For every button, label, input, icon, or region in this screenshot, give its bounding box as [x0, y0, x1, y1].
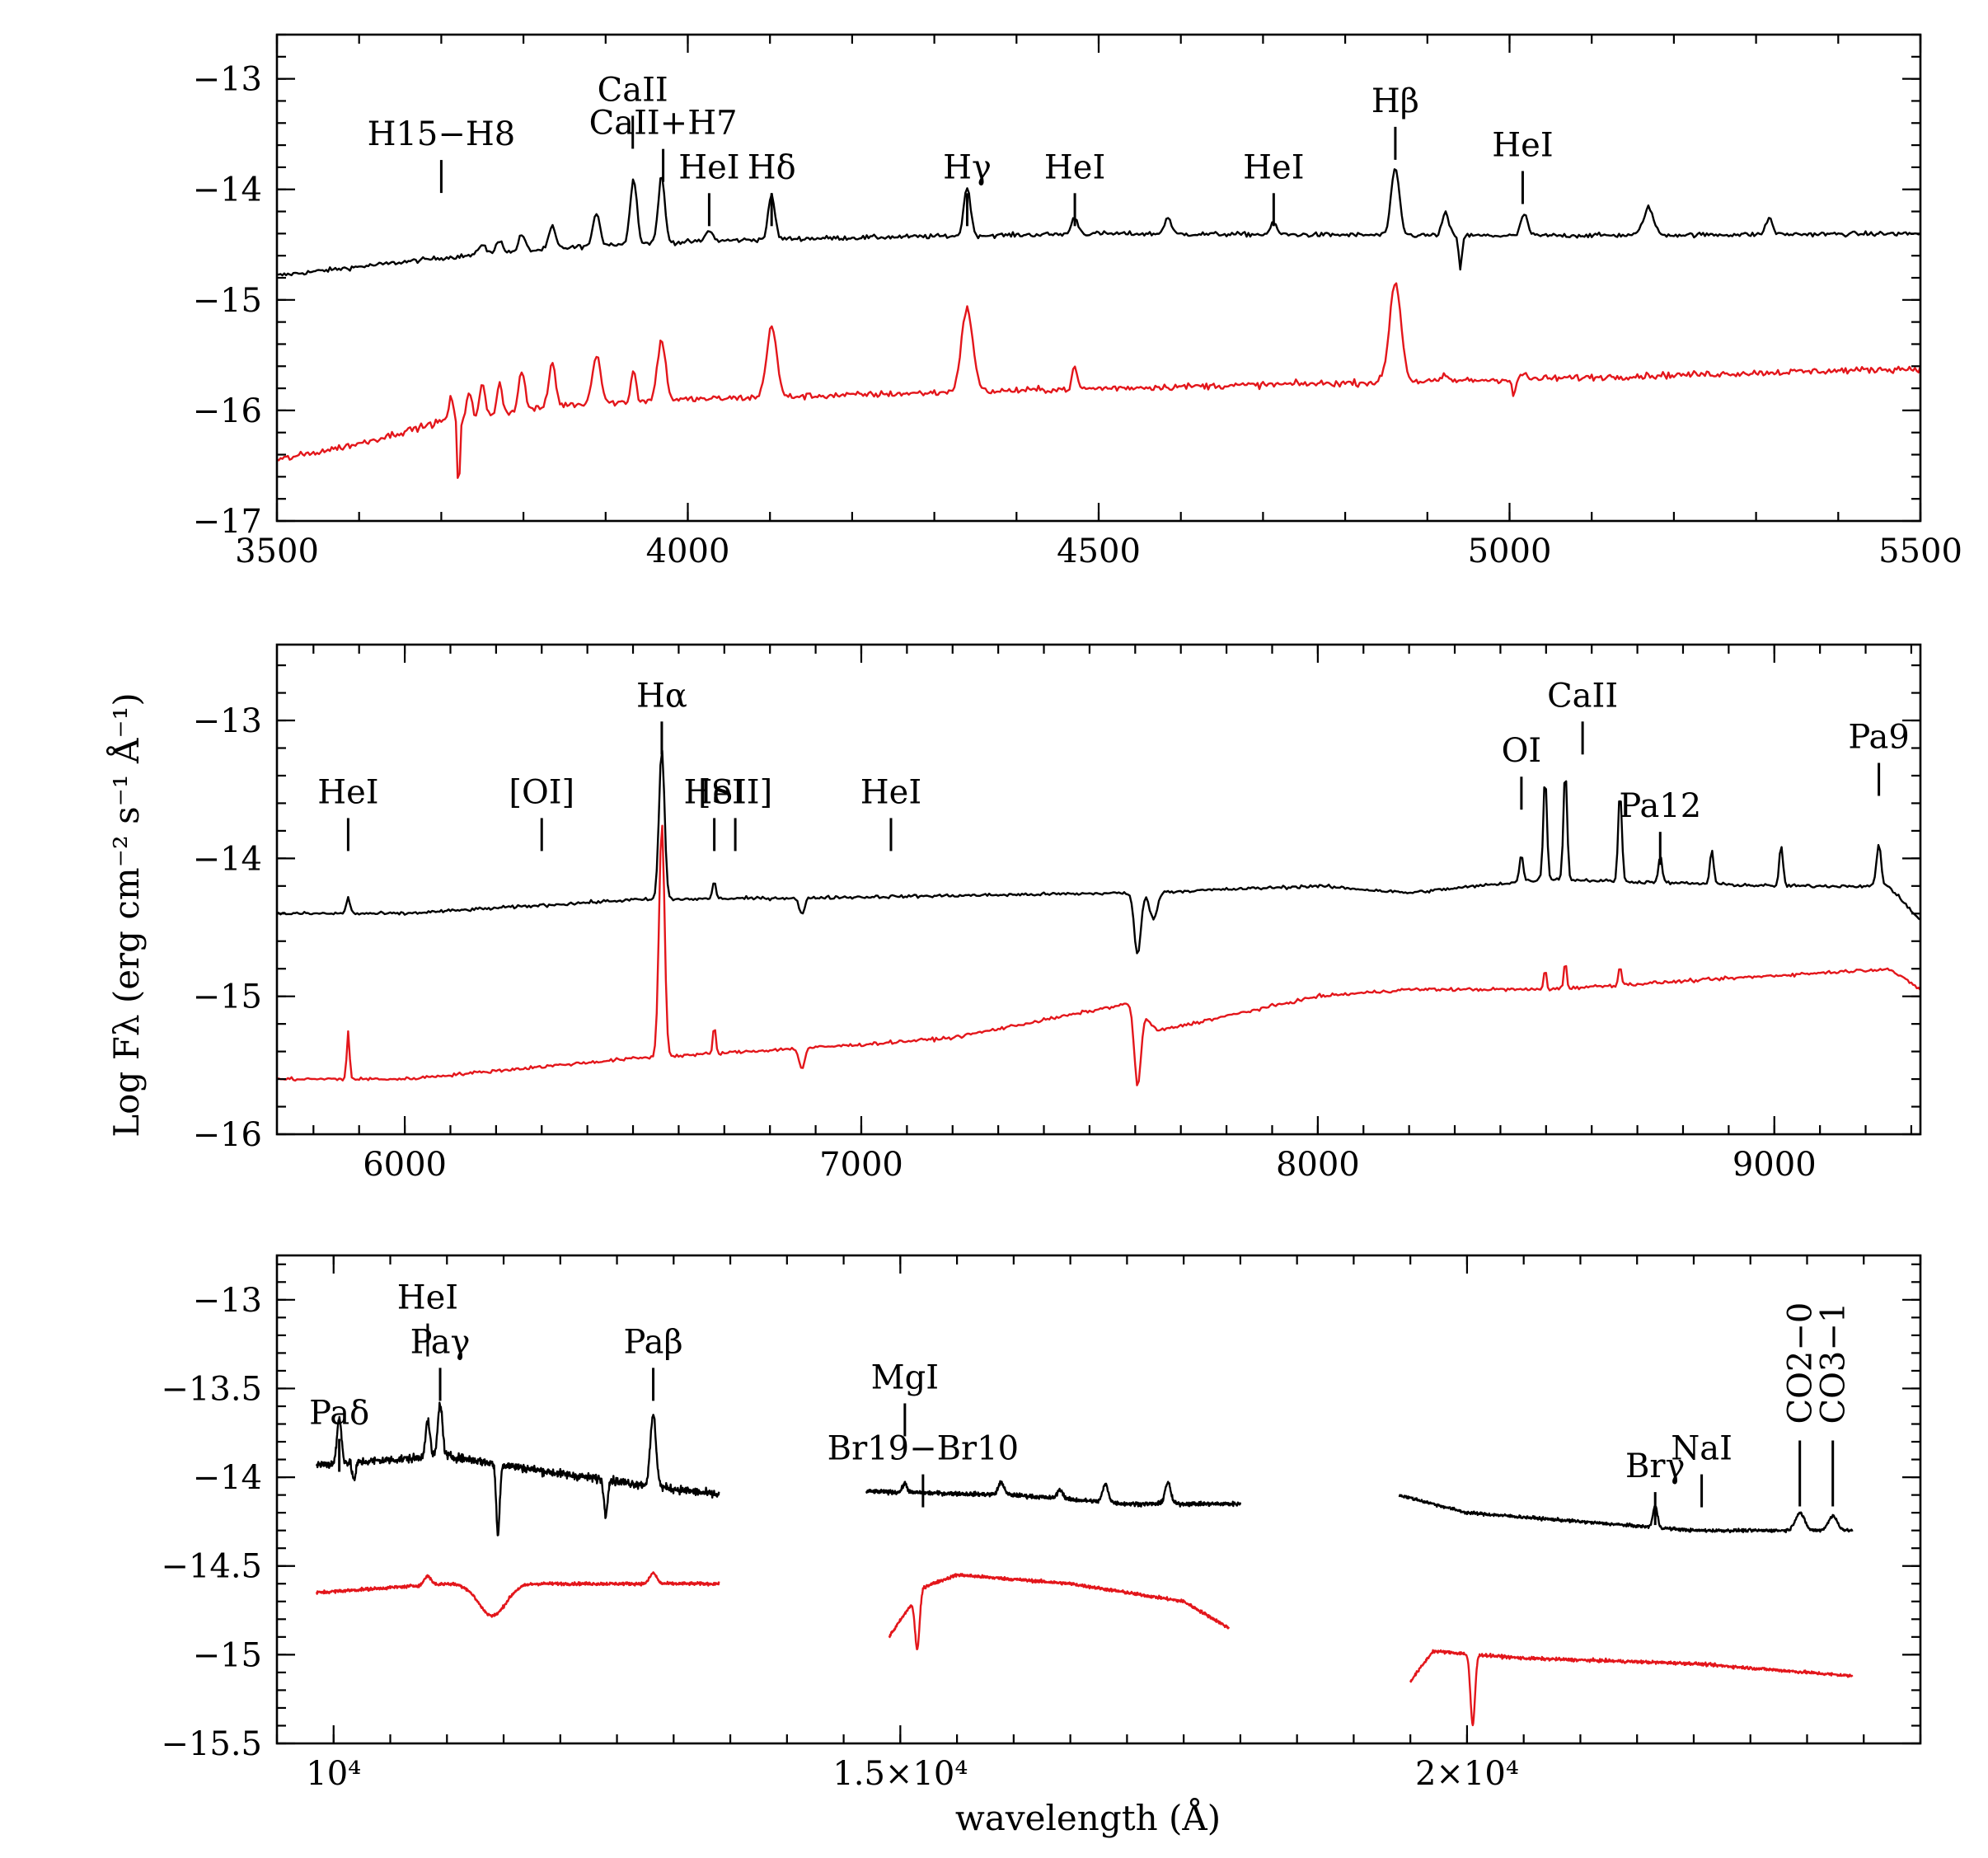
bottom-ytick-label: −14.5: [161, 1548, 262, 1586]
top-line-label: Hγ: [943, 148, 992, 186]
top-axes-frame: [275, 33, 1922, 523]
middle-series-black: [277, 749, 1920, 955]
bottom-ytick-label: −15.5: [161, 1725, 262, 1763]
top-xtick-label: 5500: [1878, 533, 1962, 570]
panel-middle: 6000 7000 8000 9000 −16 −15 −14 −13 HeI [OI] Hα [SI…: [193, 643, 1922, 1184]
middle-line-label: HeI: [683, 773, 744, 811]
middle-xtick-label: 7000: [819, 1146, 903, 1184]
top-line-label: HeI: [1243, 148, 1304, 186]
middle-line-label: OI: [1502, 732, 1542, 770]
top-spectra: [277, 168, 1920, 479]
bottom-line-label: MgI: [871, 1358, 939, 1396]
bottom-line-label: Paγ: [410, 1323, 471, 1361]
top-xtick-label: 3500: [235, 533, 319, 570]
top-line-label: Hβ: [1371, 82, 1419, 120]
bottom-line-label: NaI: [1671, 1430, 1732, 1468]
top-ytick-label: −16: [193, 392, 262, 430]
bottom-line-label: Paδ: [309, 1395, 369, 1433]
top-line-label: HeI: [678, 148, 739, 186]
bottom-spectra: [315, 1401, 1854, 1727]
top-line-label: CaII: [598, 71, 668, 109]
bottom-line-label: CO3−1: [1815, 1302, 1853, 1424]
middle-line-label: HeI: [860, 773, 921, 811]
middle-line-label: CaII: [1547, 677, 1618, 715]
middle-ytick-label: −13: [193, 702, 262, 740]
panel-top: 3500 4000 4500 5000 5500 −17 −16 −15 −14 −13 H15−H…: [193, 33, 1962, 570]
middle-ytick-label: −16: [193, 1116, 262, 1154]
bottom-series-black-seg1: [865, 1480, 1242, 1508]
bottom-xtick-label: 1.5×10⁴: [832, 1755, 968, 1793]
bottom-series-red-seg2: [1409, 1649, 1854, 1727]
bottom-line-label: Brγ: [1625, 1447, 1685, 1485]
top-xtick-label: 5000: [1468, 533, 1552, 570]
middle-line-label: HeI: [317, 773, 378, 811]
bottom-series-red-seg1: [888, 1573, 1231, 1650]
bottom-axes-frame: [275, 1254, 1922, 1745]
top-line-label: HeI: [1492, 127, 1553, 165]
top-xtick-label: 4500: [1057, 533, 1141, 570]
top-line-label: Hδ: [748, 148, 796, 186]
bottom-xtick-label: 2×10⁴: [1415, 1755, 1519, 1793]
top-series-black: [277, 168, 1920, 277]
middle-line-label: [OI]: [509, 773, 574, 811]
x-axis-title: wavelength (Å): [955, 1797, 1221, 1838]
bottom-line-label: CO2−0: [1782, 1302, 1820, 1424]
top-ytick-label: −13: [193, 61, 262, 99]
middle-line-label: Pa9: [1848, 718, 1909, 756]
bottom-ytick-label: −13.5: [161, 1370, 262, 1408]
bottom-series-black-seg2: [1398, 1494, 1854, 1534]
middle-line-label: Pa12: [1619, 787, 1701, 825]
panel-bottom: 10⁴ 1.5×10⁴ 2×10⁴ −15.5 −15 −14.5 −14 −13.5 −13 P…: [161, 1254, 1922, 1793]
top-line-label: CaII+H7: [589, 105, 738, 143]
middle-series-red: [277, 824, 1920, 1086]
top-line-label: H15−H8: [368, 115, 516, 153]
top-ytick-label: −15: [193, 282, 262, 320]
middle-line-label: Hα: [636, 677, 687, 715]
top-ytick-label: −17: [193, 503, 262, 541]
bottom-series-red-seg0: [315, 1571, 720, 1618]
bottom-line-label: Paβ: [624, 1323, 683, 1361]
bottom-series-black-seg0: [315, 1401, 720, 1537]
bottom-line-label: HeI: [397, 1279, 458, 1317]
middle-axes-frame: [275, 643, 1922, 1136]
middle-ytick-label: −15: [193, 978, 262, 1016]
middle-ytick-label: −14: [193, 840, 262, 878]
top-line-label: HeI: [1044, 148, 1105, 186]
middle-line-label: [SII]: [698, 773, 772, 811]
bottom-ytick-label: −14: [193, 1459, 262, 1497]
top-ytick-label: −14: [193, 171, 262, 209]
middle-xtick-label: 6000: [363, 1146, 447, 1184]
bottom-ytick-label: −13: [193, 1282, 262, 1320]
middle-xtick-label: 8000: [1276, 1146, 1360, 1184]
bottom-xtick-label: 10⁴: [306, 1755, 361, 1793]
top-xtick-label: 4000: [646, 533, 730, 570]
y-axis-title: Log Fλ (erg cm⁻² s⁻¹ Å⁻¹): [105, 692, 147, 1137]
middle-spectra: [277, 749, 1920, 1086]
bottom-line-label: Br19−Br10: [828, 1430, 1019, 1468]
top-series-red: [277, 282, 1920, 479]
middle-xtick-label: 9000: [1732, 1146, 1817, 1184]
bottom-ytick-label: −15: [193, 1636, 262, 1674]
